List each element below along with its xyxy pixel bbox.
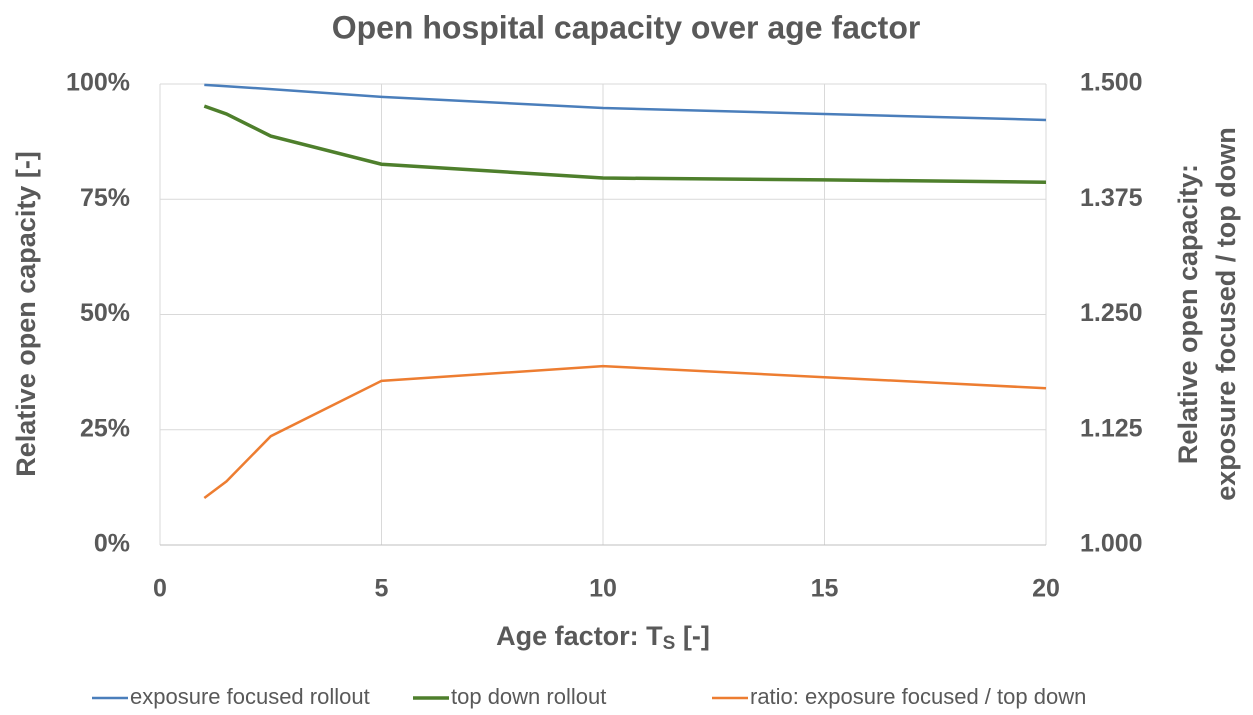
series-line xyxy=(203,104,1047,184)
y-axis-label: Relative open capacity [-] xyxy=(11,151,41,477)
y-tick-label: 25% xyxy=(80,414,130,442)
series-line xyxy=(204,83,1047,122)
y-tick-label: 100% xyxy=(66,69,130,97)
y2-axis-label-line1: Relative open capacity: xyxy=(1173,164,1203,464)
x-label-subscript: S xyxy=(663,633,676,654)
series-line xyxy=(203,364,1047,499)
y2-tick-label: 1.250 xyxy=(1080,299,1143,327)
x-tick-label: 0 xyxy=(153,575,167,603)
y-tick-label: 50% xyxy=(80,299,130,327)
y2-tick-label: 1.000 xyxy=(1080,530,1143,558)
legend-label: top down rollout xyxy=(451,684,606,709)
x-tick-label: 15 xyxy=(811,575,839,603)
y2-tick-label: 1.125 xyxy=(1080,414,1143,442)
legend-label: ratio: exposure focused / top down xyxy=(750,684,1086,709)
x-label-suffix: [-] xyxy=(675,621,709,651)
x-tick-label: 10 xyxy=(589,575,617,603)
x-tick-label: 5 xyxy=(375,575,389,603)
x-label-text: Age factor: T xyxy=(496,621,663,651)
y2-axis-label-line2: exposure focused / top down xyxy=(1211,127,1241,501)
y2-tick-label: 1.500 xyxy=(1080,69,1143,97)
y-tick-label: 75% xyxy=(80,184,130,212)
legend-label: exposure focused rollout xyxy=(130,684,370,709)
chart-title: Open hospital capacity over age factor xyxy=(332,9,921,45)
y2-tick-label: 1.375 xyxy=(1080,184,1143,212)
y-tick-label: 0% xyxy=(94,530,130,558)
x-tick-label: 20 xyxy=(1032,575,1060,603)
x-axis-label: Age factor: TS [-] xyxy=(496,621,710,654)
